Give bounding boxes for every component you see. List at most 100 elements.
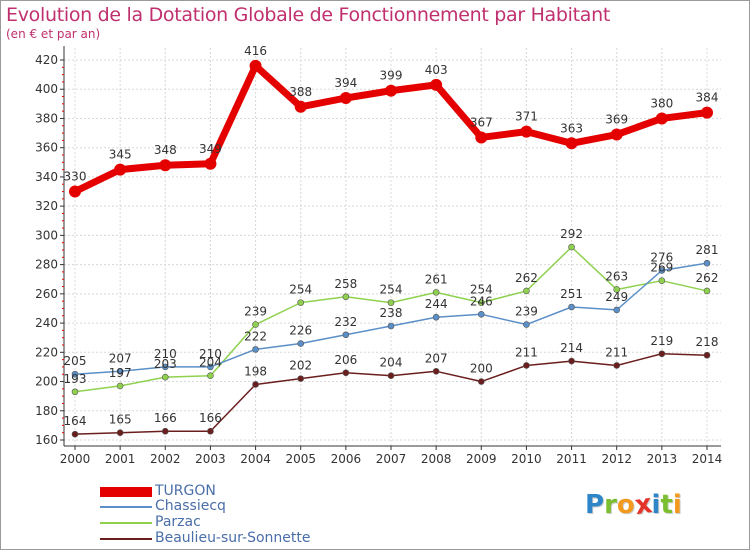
y-tick-label: 200 [35, 375, 58, 389]
data-point [613, 362, 621, 369]
data-label: 207 [425, 351, 448, 365]
data-label: 244 [425, 297, 448, 311]
data-point [658, 350, 666, 358]
data-point [703, 259, 711, 267]
data-label: 384 [696, 91, 719, 105]
data-label: 206 [334, 353, 357, 367]
data-point [342, 331, 350, 339]
x-tick-label: 2012 [601, 452, 632, 466]
data-point [701, 106, 713, 119]
data-label: 263 [605, 269, 628, 283]
x-tick-label: 2000 [60, 452, 91, 466]
data-label: 203 [154, 357, 177, 371]
data-label: 166 [199, 411, 222, 425]
data-point [432, 313, 440, 321]
data-point [430, 78, 443, 91]
data-label: 416 [244, 44, 267, 58]
legend-swatch [100, 506, 152, 508]
data-point [116, 429, 124, 436]
data-point [703, 287, 711, 295]
data-point [207, 363, 214, 371]
data-point [342, 369, 350, 377]
y-tick-label: 300 [35, 228, 58, 242]
y-tick-label: 320 [35, 199, 58, 213]
data-point [71, 430, 79, 438]
data-point [252, 321, 259, 328]
y-tick-label: 380 [35, 111, 58, 125]
data-point [655, 112, 668, 125]
data-point [207, 427, 214, 435]
x-tick-label: 2006 [331, 452, 362, 466]
y-tick-label: 260 [35, 287, 58, 301]
y-tick-label: 180 [35, 404, 58, 418]
y-tick-label: 360 [35, 141, 58, 155]
data-point [249, 59, 262, 72]
data-point [475, 131, 488, 144]
data-label: 202 [289, 359, 312, 373]
legend-swatch [100, 487, 152, 497]
data-label: 204 [199, 356, 222, 370]
data-label: 292 [560, 227, 583, 241]
data-label: 349 [199, 142, 222, 156]
data-point [703, 351, 711, 359]
logo-letter: P [585, 490, 605, 520]
y-tick-label: 400 [35, 82, 58, 96]
data-label: 239 [244, 305, 267, 319]
y-tick-label: 220 [35, 345, 58, 359]
data-label: 246 [470, 294, 493, 308]
data-label: 276 [650, 250, 673, 264]
grid-lines [64, 48, 721, 446]
data-label: 197 [109, 366, 132, 380]
data-point [568, 243, 575, 251]
data-point [339, 92, 352, 104]
data-label: 214 [560, 341, 583, 355]
legend-swatch [100, 538, 152, 540]
data-label: 394 [334, 76, 357, 90]
data-label: 211 [605, 345, 628, 359]
data-point [613, 286, 621, 293]
axes [63, 46, 721, 447]
data-label: 211 [515, 345, 538, 359]
data-point [297, 299, 305, 306]
x-axis-ticks: 2000 2001 2002 2003 2004 2005 2006 2007 2008 2009… [60, 446, 722, 466]
data-point [387, 322, 395, 330]
data-label: 363 [560, 121, 583, 135]
data-point [114, 163, 127, 176]
legend-swatch [100, 522, 152, 524]
data-label: 204 [380, 356, 403, 370]
data-point [161, 373, 169, 381]
data-label: 380 [650, 96, 673, 110]
data-label: 207 [109, 351, 132, 365]
data-point [520, 125, 533, 138]
data-label: 371 [515, 110, 538, 124]
logo-letter: i [651, 490, 661, 520]
y-tick-label: 240 [35, 316, 58, 330]
x-tick-label: 2005 [285, 452, 316, 466]
data-point [477, 378, 485, 385]
x-tick-label: 2011 [556, 452, 587, 466]
data-point [159, 159, 172, 172]
logo-letter: r [604, 490, 617, 520]
data-point [387, 299, 395, 306]
data-point [297, 375, 305, 382]
data-point [387, 372, 395, 379]
data-point [71, 388, 79, 396]
x-tick-label: 2004 [240, 452, 271, 466]
data-point [252, 381, 259, 388]
data-label: 269 [650, 261, 673, 275]
y-tick-label: 160 [35, 433, 58, 447]
x-tick-label: 2007 [376, 452, 407, 466]
data-label: 200 [470, 362, 493, 376]
data-point [297, 340, 305, 347]
data-point [477, 311, 485, 318]
data-label: 367 [470, 115, 493, 129]
x-tick-label: 2002 [150, 452, 181, 466]
data-point [658, 277, 666, 284]
x-tick-label: 2013 [647, 452, 678, 466]
y-axis-ticks: 160 180 200 220 240 260 280 300 320 340 360 380 400 4… [35, 53, 64, 447]
data-label: 348 [154, 143, 177, 157]
data-label: 403 [425, 63, 448, 77]
data-point [69, 185, 81, 198]
logo-letter: x [632, 488, 654, 522]
